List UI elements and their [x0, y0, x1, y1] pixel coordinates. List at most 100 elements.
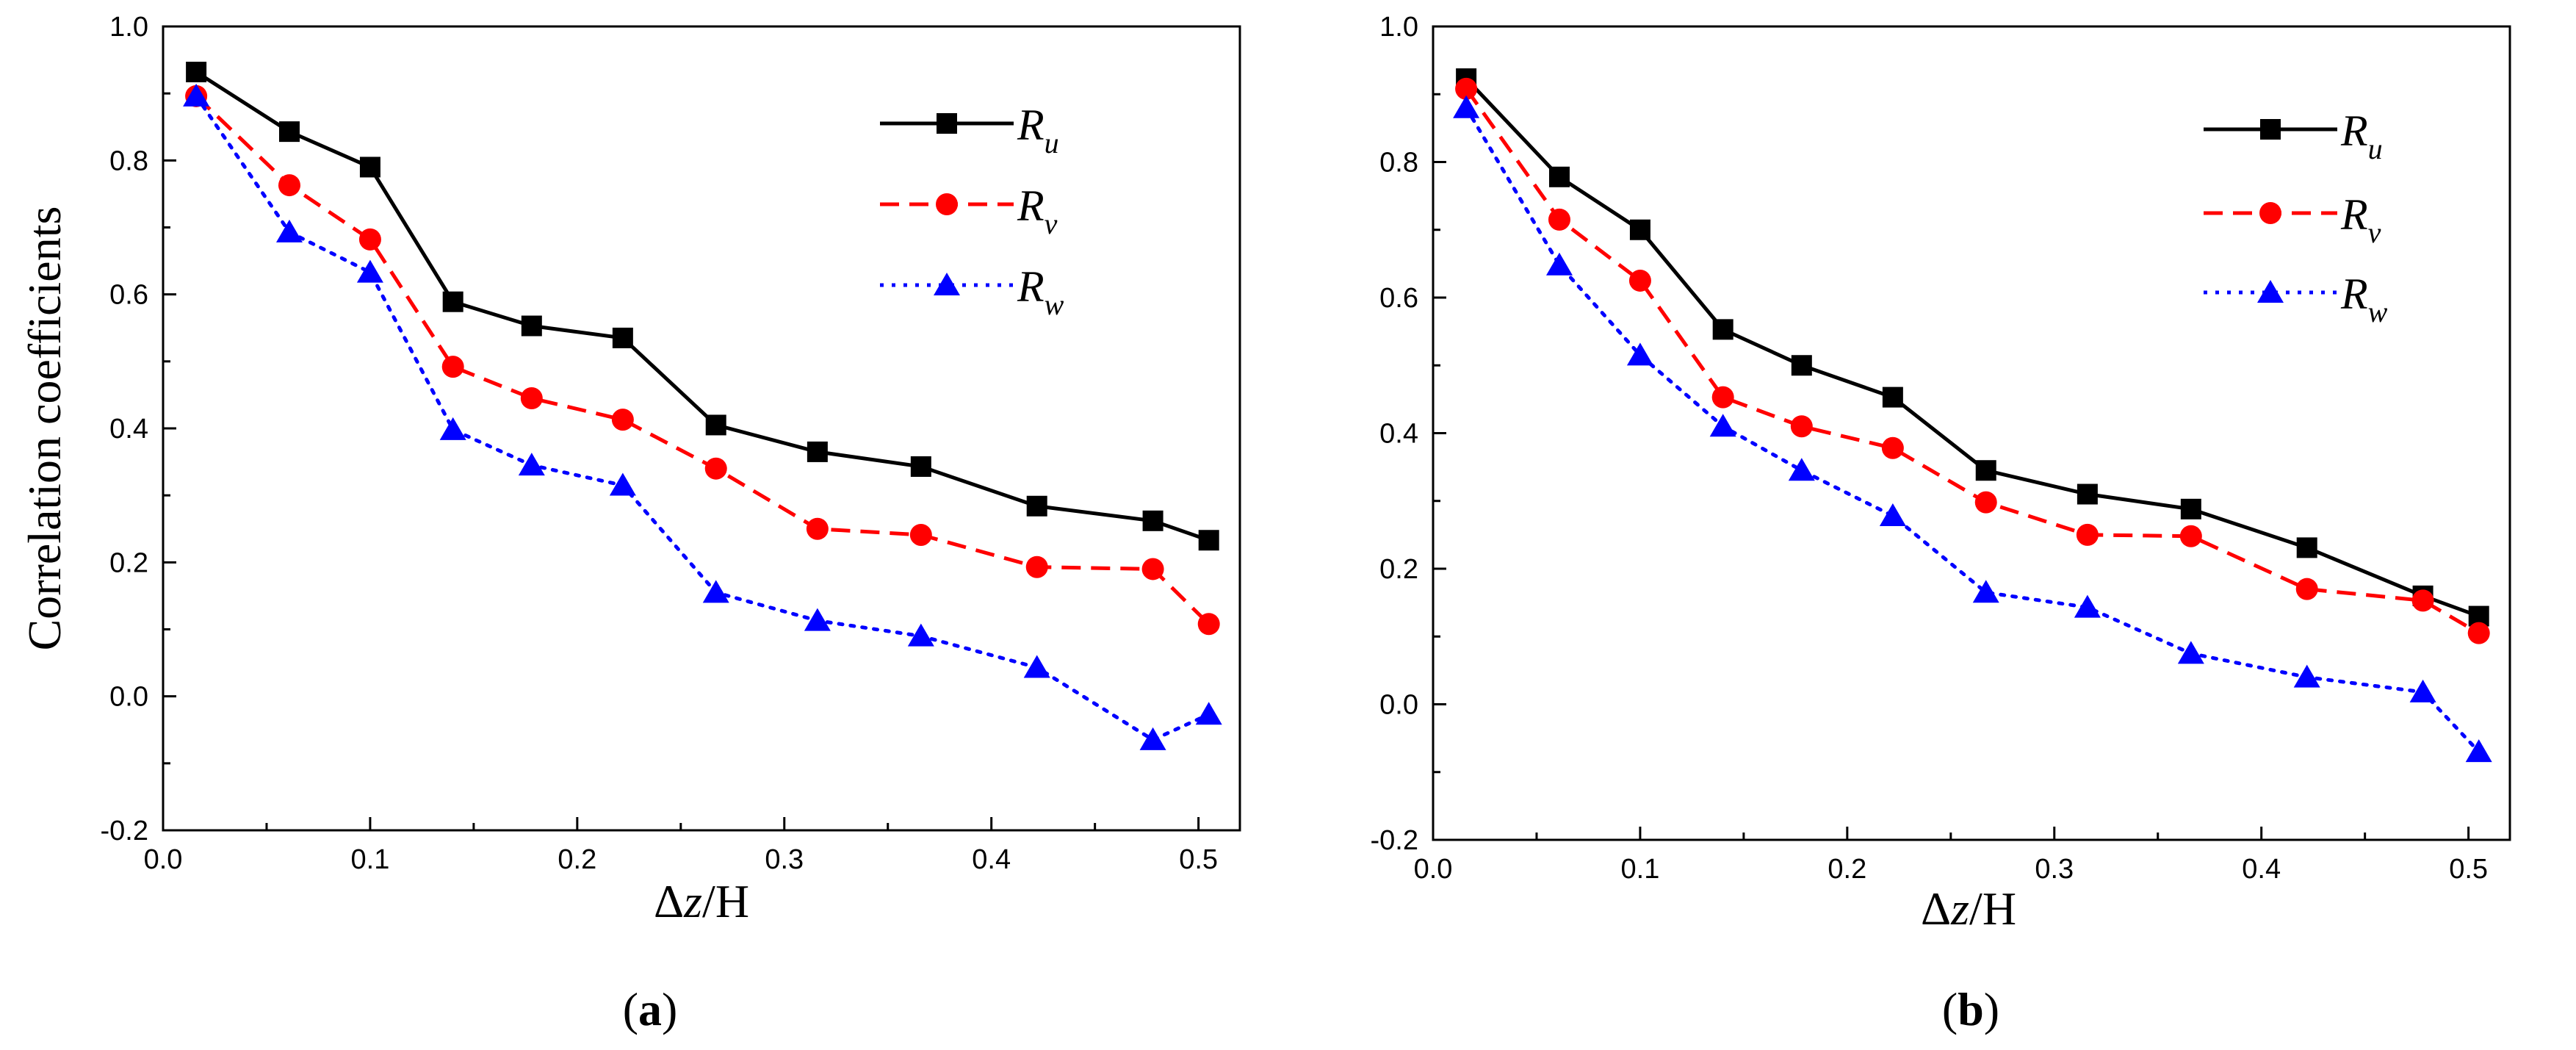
data-point-a-ru	[1198, 530, 1219, 551]
data-point-b-ru	[1548, 166, 1570, 187]
data-point-b-rw	[1788, 458, 1815, 481]
data-point-b-rw	[1453, 95, 1480, 118]
data-point-b-rw	[1626, 342, 1653, 366]
data-point-a-ru	[705, 414, 726, 436]
y-tick-label-b: 0.0	[1379, 690, 1418, 721]
y-tick-label-a: -0.2	[101, 816, 148, 846]
x-tick-label-b: 0.3	[2035, 854, 2074, 885]
data-point-a-rv	[520, 386, 543, 409]
data-point-b-ru	[2180, 498, 2201, 519]
data-point-a-rw	[1023, 655, 1050, 678]
x-tick-label-a: 0.2	[558, 844, 596, 875]
data-point-a-rv	[1141, 558, 1164, 580]
y-tick-label-b: 0.8	[1379, 148, 1418, 179]
data-point-a-rw	[183, 83, 210, 107]
data-point-a-rv	[441, 356, 464, 378]
data-point-a-rw	[1139, 727, 1166, 750]
legend-label-a-rw: Rw	[1017, 262, 1064, 321]
y-tick-label-b: 1.0	[1379, 12, 1418, 43]
x-tick-label-b: 0.1	[1621, 854, 1660, 885]
data-point-b-rv	[1455, 77, 1478, 100]
y-tick-label-b: 0.2	[1379, 554, 1418, 585]
data-point-a-rw	[907, 623, 934, 647]
y-axis-title-a: Correlation coefficients	[18, 206, 71, 651]
x-tick-label-a: 0.4	[972, 844, 1011, 875]
legend-marker-a-ru	[937, 113, 957, 134]
data-point-b-rw	[2293, 664, 2320, 688]
legend-label-b-rw: Rw	[2340, 270, 2388, 328]
data-point-a-rw	[275, 219, 303, 242]
data-point-a-rw	[356, 259, 383, 283]
x-axis-title-b: Δz/H	[1921, 882, 2016, 935]
data-point-a-ru	[1026, 495, 1047, 517]
data-point-a-rw	[804, 608, 831, 631]
legend-b: Ru Rv Rw	[2204, 107, 2388, 328]
data-point-a-rw	[518, 453, 545, 476]
panel-label-a: (a)	[623, 983, 678, 1035]
legend-marker-b-ru	[2260, 119, 2281, 140]
y-tick-label-a: 0.8	[109, 145, 148, 176]
legend-marker-b-rv	[2259, 202, 2281, 224]
y-tick-label-a: 0.4	[109, 414, 148, 445]
data-point-a-ru	[442, 291, 463, 312]
data-point-a-rv	[1025, 555, 1048, 578]
data-point-b-rv	[1974, 491, 1997, 514]
y-tick-label-a: 0.6	[109, 280, 148, 311]
data-point-b-ru	[1882, 386, 1903, 408]
legend-label-a-ru: Ru	[1017, 101, 1059, 159]
data-point-b-rv	[1790, 415, 1813, 438]
data-point-a-ru	[359, 157, 380, 178]
legend-a: Ru Rv Rw	[880, 101, 1064, 321]
y-tick-label-a: 1.0	[109, 12, 148, 43]
panel-label-b: (b)	[1942, 983, 1999, 1035]
data-point-a-ru	[186, 61, 207, 82]
data-point-b-ru	[1975, 460, 1996, 481]
y-tick-label-b: 0.4	[1379, 419, 1418, 450]
x-tick-label-a: 0.0	[144, 844, 183, 875]
data-point-b-ru	[1629, 219, 1650, 240]
x-tick-label-b: 0.4	[2242, 854, 2281, 885]
series-group-a	[183, 61, 1222, 750]
x-tick-label-b: 0.5	[2449, 854, 2488, 885]
y-tick-label-b: 0.6	[1379, 283, 1418, 314]
data-point-b-rv	[1548, 208, 1570, 231]
data-point-b-ru	[1791, 355, 1812, 376]
data-point-a-rv	[704, 457, 727, 480]
data-point-a-ru	[910, 456, 931, 477]
series-line-a-rw	[194, 94, 1211, 742]
data-point-b-rw	[1709, 414, 1736, 437]
data-point-a-rv	[358, 228, 381, 251]
data-point-b-rw	[1879, 503, 1906, 527]
legend-marker-b-rw	[2257, 280, 2284, 303]
data-point-b-rv	[2467, 622, 2490, 644]
data-point-a-rv	[806, 517, 829, 540]
axes-b: 0.0 0.1 0.2 0.3 0.4 0.5-0.20.00.20.40.60.81.0	[1371, 12, 2489, 885]
legend-marker-a-rw	[934, 273, 960, 295]
axes-a: 0.0 0.1 0.2 0.3 0.4 0.5-0.20.00.20.40.60.81.0	[101, 12, 1219, 875]
panel-b: 0.0 0.1 0.2 0.3 0.4 0.5-0.20.00.20.40.60.81.0…	[1371, 12, 2511, 1035]
y-tick-label-a: 0.0	[109, 682, 148, 713]
legend-marker-a-rv	[936, 193, 958, 215]
data-point-b-ru	[1712, 319, 1733, 340]
x-axis-title-a: Δz/H	[654, 875, 749, 927]
data-point-a-rv	[1197, 613, 1220, 636]
x-tick-label-a: 0.3	[765, 844, 804, 875]
data-point-b-rv	[1881, 436, 1904, 459]
data-point-a-rv	[909, 523, 932, 546]
data-point-a-rw	[702, 580, 729, 603]
legend-label-b-ru: Ru	[2340, 107, 2383, 165]
y-tick-label-a: 0.2	[109, 547, 148, 578]
data-point-b-rv	[2076, 523, 2099, 546]
data-point-a-ru	[278, 121, 300, 143]
legend-label-a-rv: Rv	[1017, 181, 1058, 240]
data-point-a-ru	[807, 441, 828, 462]
series-line-b-ru	[1465, 77, 2480, 618]
x-tick-label-b: 0.2	[1828, 854, 1866, 885]
data-point-b-rv	[1628, 269, 1651, 292]
data-point-a-ru	[612, 327, 633, 348]
data-point-b-rw	[2409, 679, 2436, 702]
x-tick-label-b: 0.0	[1414, 854, 1453, 885]
x-tick-label-a: 0.1	[351, 844, 390, 875]
series-line-a-ru	[195, 70, 1210, 542]
